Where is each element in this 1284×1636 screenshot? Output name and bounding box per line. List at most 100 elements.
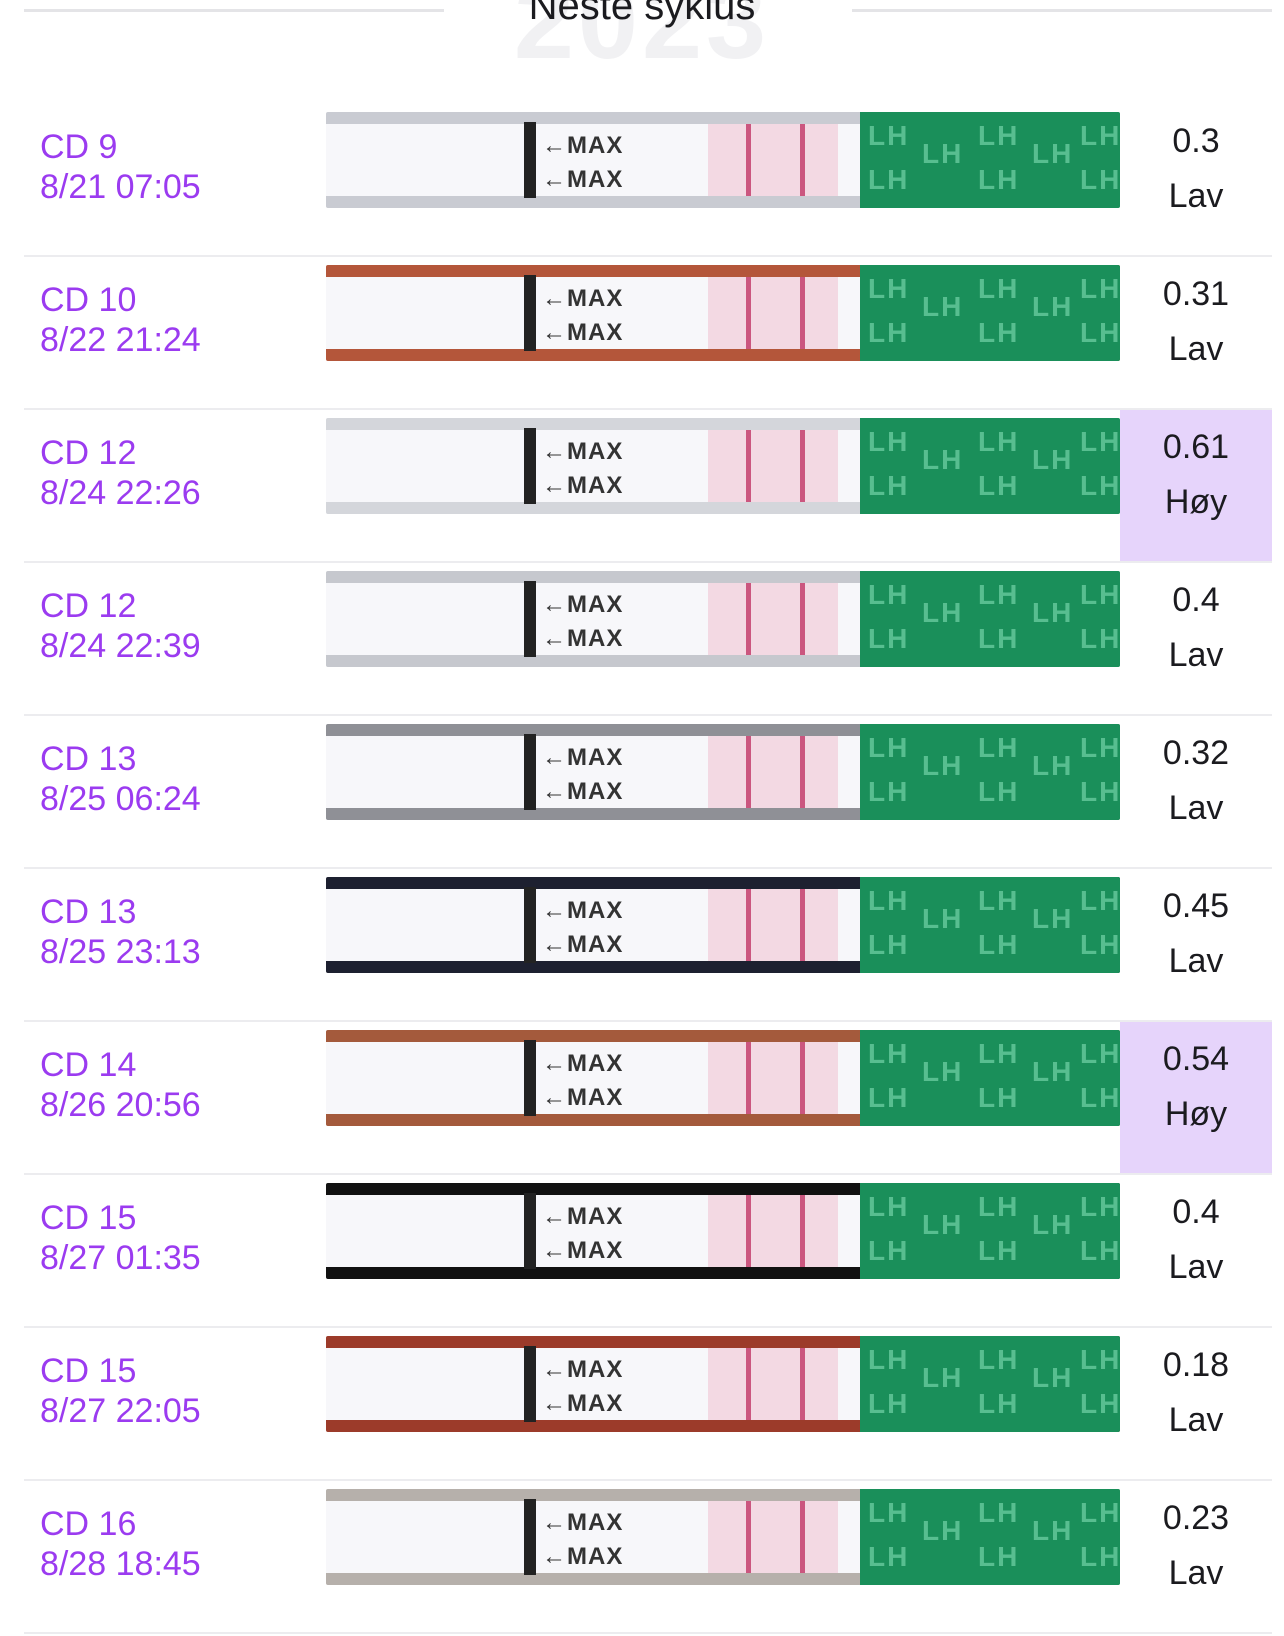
result-window: [708, 1195, 838, 1267]
strip-max-bar: [524, 1040, 536, 1116]
max-label-1: ←MAX: [542, 1203, 624, 1230]
cycle-day: CD 14: [40, 1046, 137, 1084]
cycle-day-label: CD 15 8/27 01:35: [40, 1198, 201, 1278]
lh-result: 0.31 Lav: [1120, 257, 1272, 408]
test-row[interactable]: CD 16 8/28 18:45 ←MAX ←MAX LH LH LH LH L…: [24, 1481, 1272, 1634]
lh-level: Lav: [1168, 1554, 1224, 1592]
lh-value: 0.32: [1162, 734, 1230, 772]
control-line: [800, 277, 805, 349]
test-row[interactable]: CD 14 8/26 20:56 ←MAX ←MAX LH LH LH LH L…: [24, 1022, 1272, 1175]
cycle-day: CD 15: [40, 1352, 137, 1390]
test-strip-photo[interactable]: ←MAX ←MAX LH LH LH LH LH LH LH LH: [326, 1336, 1120, 1432]
test-datetime: 8/24 22:26: [40, 474, 201, 512]
lh-value: 0.18: [1162, 1346, 1230, 1384]
max-label-2: ←MAX: [542, 472, 624, 499]
lh-level: Lav: [1168, 1248, 1224, 1286]
cycle-day: CD 10: [40, 281, 137, 319]
test-datetime: 8/25 06:24: [40, 780, 201, 818]
result-window: [708, 1348, 838, 1420]
test-datetime: 8/22 21:24: [40, 321, 201, 359]
strip-max-bar: [524, 734, 536, 810]
test-strip-photo[interactable]: ←MAX ←MAX LH LH LH LH LH LH LH LH: [326, 112, 1120, 208]
lh-level: Lav: [1168, 1401, 1224, 1439]
test-row[interactable]: CD 9 8/21 07:05 ←MAX ←MAX LH LH LH LH LH…: [24, 104, 1272, 257]
test-row[interactable]: CD 12 8/24 22:39 ←MAX ←MAX LH LH LH LH L…: [24, 563, 1272, 716]
lh-result: 0.23 Lav: [1120, 1481, 1272, 1632]
strip-max-bar: [524, 1346, 536, 1422]
test-row[interactable]: CD 15 8/27 01:35 ←MAX ←MAX LH LH LH LH L…: [24, 1175, 1272, 1328]
test-strip-photo[interactable]: ←MAX ←MAX LH LH LH LH LH LH LH LH: [326, 265, 1120, 361]
result-window: [708, 1042, 838, 1114]
cycle-day-label: CD 13 8/25 23:13: [40, 892, 201, 972]
lh-level: Lav: [1168, 789, 1224, 827]
strip-max-bar: [524, 887, 536, 963]
test-strip-photo[interactable]: ←MAX ←MAX LH LH LH LH LH LH LH LH: [326, 877, 1120, 973]
cycle-day: CD 16: [40, 1505, 137, 1543]
test-list: CD 9 8/21 07:05 ←MAX ←MAX LH LH LH LH LH…: [24, 104, 1272, 1634]
test-line: [746, 1042, 751, 1114]
test-strip-photo[interactable]: ←MAX ←MAX LH LH LH LH LH LH LH LH: [326, 724, 1120, 820]
lh-value: 0.54: [1162, 1040, 1230, 1078]
result-window: [708, 889, 838, 961]
test-strip-photo[interactable]: ←MAX ←MAX LH LH LH LH LH LH LH LH: [326, 1183, 1120, 1279]
max-label-1: ←MAX: [542, 1050, 624, 1077]
lh-result: 0.32 Lav: [1120, 716, 1272, 867]
max-label-1: ←MAX: [542, 897, 624, 924]
year-watermark: 2023: [513, 0, 771, 81]
test-datetime: 8/26 20:56: [40, 1086, 201, 1124]
cycle-day-label: CD 10 8/22 21:24: [40, 280, 201, 360]
strip-max-bar: [524, 581, 536, 657]
lh-value: 0.4: [1172, 1193, 1220, 1231]
strip-green-handle: LH LH LH LH LH LH LH LH: [860, 724, 1120, 820]
test-strip-photo[interactable]: ←MAX ←MAX LH LH LH LH LH LH LH LH: [326, 418, 1120, 514]
max-label-1: ←MAX: [542, 1509, 624, 1536]
lh-level: Lav: [1168, 942, 1224, 980]
control-line: [800, 1042, 805, 1114]
max-label-1: ←MAX: [542, 744, 624, 771]
lh-value: 0.31: [1162, 275, 1230, 313]
test-line: [746, 430, 751, 502]
strip-green-handle: LH LH LH LH LH LH LH LH: [860, 1030, 1120, 1126]
cycle-day-label: CD 13 8/25 06:24: [40, 739, 201, 819]
section-header: 2023 Neste syklus: [0, 0, 1284, 81]
test-strip-photo[interactable]: ←MAX ←MAX LH LH LH LH LH LH LH LH: [326, 1489, 1120, 1585]
max-label-2: ←MAX: [542, 931, 624, 958]
control-line: [800, 1348, 805, 1420]
divider-left: [24, 9, 444, 12]
max-label-1: ←MAX: [542, 438, 624, 465]
test-row[interactable]: CD 13 8/25 23:13 ←MAX ←MAX LH LH LH LH L…: [24, 869, 1272, 1022]
test-row[interactable]: CD 13 8/25 06:24 ←MAX ←MAX LH LH LH LH L…: [24, 716, 1272, 869]
test-row[interactable]: CD 10 8/22 21:24 ←MAX ←MAX LH LH LH LH L…: [24, 257, 1272, 410]
lh-level: Lav: [1168, 177, 1224, 215]
strip-max-bar: [524, 122, 536, 198]
strip-green-handle: LH LH LH LH LH LH LH LH: [860, 1336, 1120, 1432]
test-row[interactable]: CD 15 8/27 22:05 ←MAX ←MAX LH LH LH LH L…: [24, 1328, 1272, 1481]
result-window: [708, 1501, 838, 1573]
control-line: [800, 583, 805, 655]
cycle-day-label: CD 9 8/21 07:05: [40, 127, 201, 207]
cycle-day: CD 13: [40, 893, 137, 931]
test-datetime: 8/27 22:05: [40, 1392, 201, 1430]
cycle-day-label: CD 12 8/24 22:26: [40, 433, 201, 513]
test-row[interactable]: CD 12 8/24 22:26 ←MAX ←MAX LH LH LH LH L…: [24, 410, 1272, 563]
strip-green-handle: LH LH LH LH LH LH LH LH: [860, 265, 1120, 361]
strip-green-handle: LH LH LH LH LH LH LH LH: [860, 1183, 1120, 1279]
max-label-2: ←MAX: [542, 1237, 624, 1264]
lh-level: Høy: [1164, 1095, 1228, 1133]
lh-result: 0.4 Lav: [1120, 563, 1272, 714]
strip-max-bar: [524, 428, 536, 504]
test-line: [746, 736, 751, 808]
max-label-2: ←MAX: [542, 625, 624, 652]
cycle-day: CD 13: [40, 740, 137, 778]
lh-result: 0.61 Høy: [1120, 410, 1272, 561]
result-window: [708, 583, 838, 655]
strip-max-bar: [524, 275, 536, 351]
test-datetime: 8/24 22:39: [40, 627, 201, 665]
max-label-1: ←MAX: [542, 132, 624, 159]
test-strip-photo[interactable]: ←MAX ←MAX LH LH LH LH LH LH LH LH: [326, 1030, 1120, 1126]
test-strip-photo[interactable]: ←MAX ←MAX LH LH LH LH LH LH LH LH: [326, 571, 1120, 667]
test-line: [746, 1348, 751, 1420]
test-line: [746, 277, 751, 349]
result-window: [708, 736, 838, 808]
max-label-1: ←MAX: [542, 1356, 624, 1383]
